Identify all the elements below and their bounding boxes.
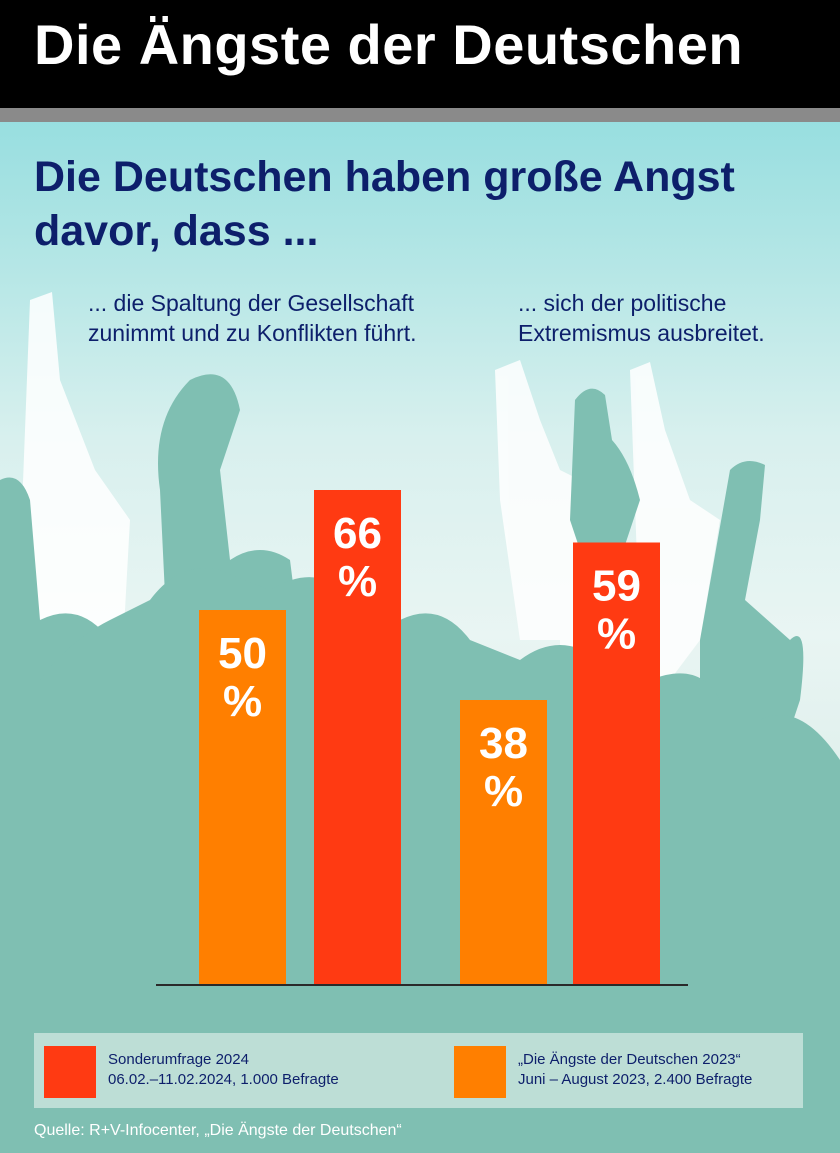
bar-unit-label: % bbox=[223, 677, 262, 726]
legend-swatch-2024 bbox=[44, 1046, 96, 1098]
bar-unit-label: % bbox=[484, 767, 523, 816]
bar-1-series-2 bbox=[314, 490, 401, 985]
legend-label-2024: Sonderumfrage 2024 06.02.–11.02.2024, 1.… bbox=[108, 1050, 339, 1090]
title-bar: Die Ängste der Deutschen bbox=[0, 0, 840, 108]
bar-1-series-1 bbox=[199, 610, 286, 985]
bar-value-label: 38 bbox=[479, 719, 528, 768]
bar-unit-label: % bbox=[597, 610, 636, 659]
bar-2-series-2 bbox=[573, 542, 660, 985]
category-label-spaltung: ... die Spaltung der Gesellschaft zunimm… bbox=[88, 290, 417, 346]
legend-label-2023: „Die Ängste der Deutschen 2023“ Juni – A… bbox=[518, 1050, 752, 1090]
bar-2-series-1 bbox=[460, 700, 547, 985]
divider bbox=[0, 108, 840, 122]
legend-2023-title: „Die Ängste der Deutschen 2023“ bbox=[518, 1051, 741, 1068]
bar-unit-label: % bbox=[338, 557, 377, 606]
legend-2024-title: Sonderumfrage 2024 bbox=[108, 1051, 249, 1068]
bar-value-label: 66 bbox=[333, 509, 382, 558]
legend-swatch-2023 bbox=[454, 1046, 506, 1098]
page-title: Die Ängste der Deutschen bbox=[34, 13, 744, 76]
category-label-extremismus: ... sich der politische Extremismus ausb… bbox=[518, 290, 765, 346]
legend-2023-detail: Juni – August 2023, 2.400 Befragte bbox=[518, 1071, 753, 1088]
bar-value-label: 59 bbox=[592, 562, 641, 611]
bar-value-label: 50 bbox=[218, 629, 267, 678]
legend: Sonderumfrage 2024 06.02.–11.02.2024, 1.… bbox=[34, 1033, 803, 1108]
legend-2024-detail: 06.02.–11.02.2024, 1.000 Befragte bbox=[108, 1071, 339, 1088]
source-note: Quelle: R+V-Infocenter, „Die Ängste der … bbox=[34, 1122, 402, 1139]
chart-headline: Die Deutschen haben große Angst davor, d… bbox=[34, 153, 735, 255]
